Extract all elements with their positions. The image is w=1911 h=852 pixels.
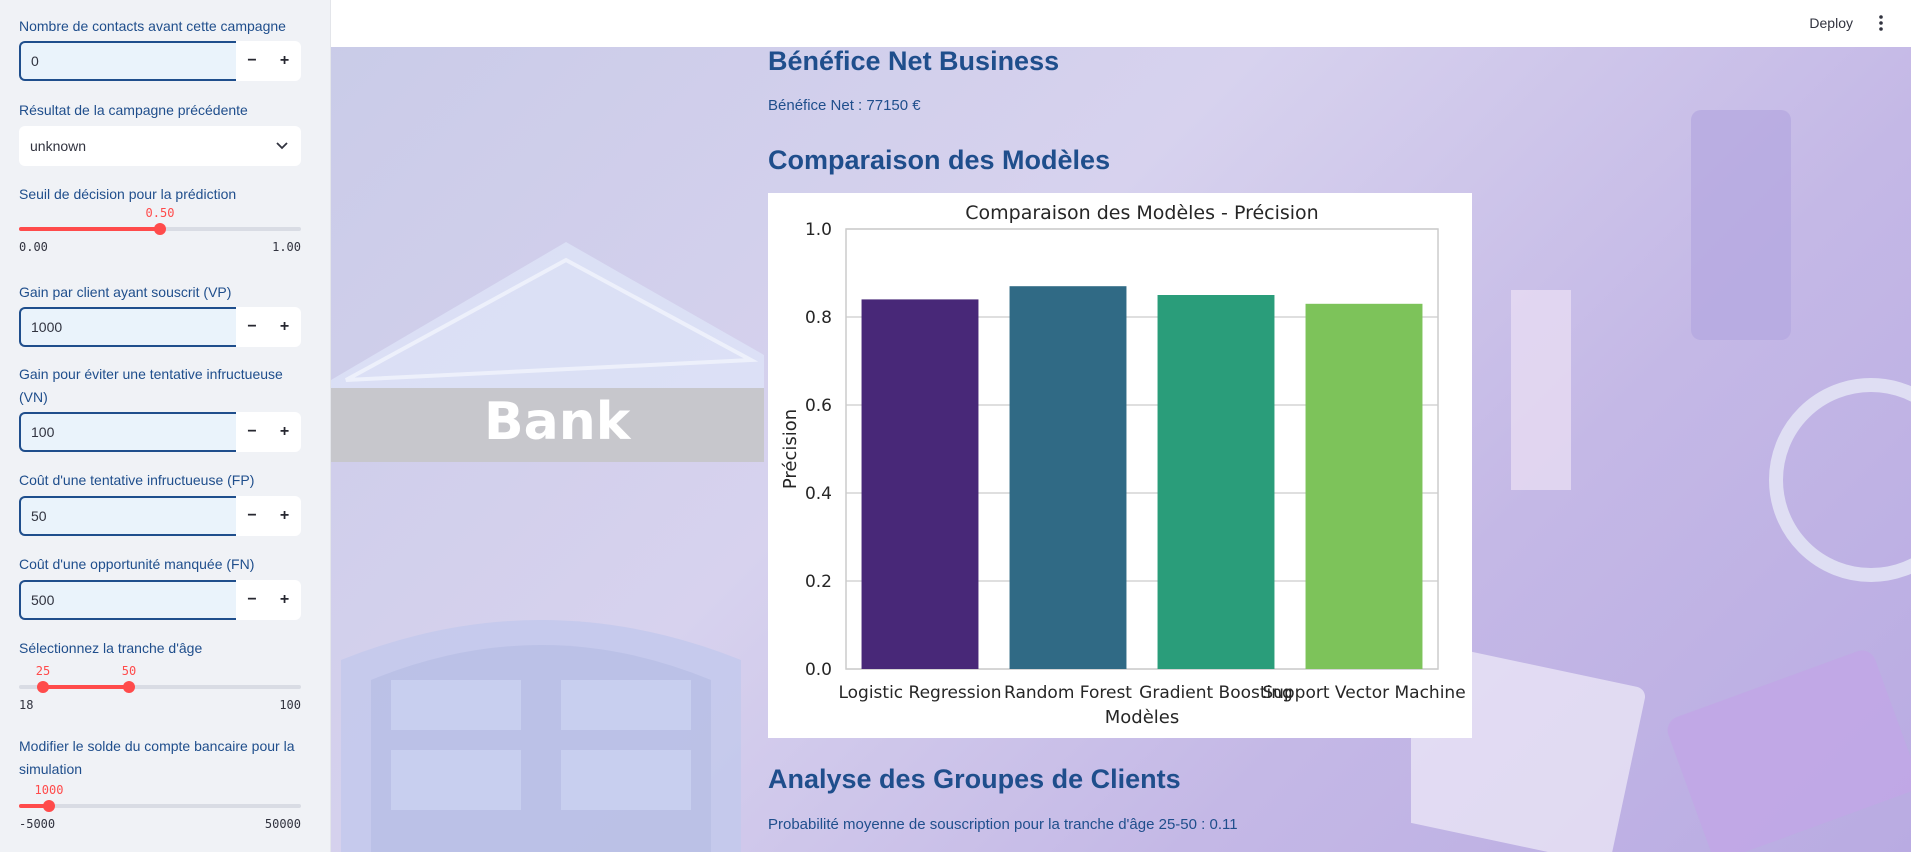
age-low-value: 25 (35, 664, 51, 678)
contacts-label: Nombre de contacts avant cette campagne (19, 18, 286, 34)
fn-label: Coût d'une opportunité manquée (FN) (19, 556, 255, 572)
bar (861, 299, 979, 669)
top-bar: Deploy (331, 0, 1911, 47)
contacts-decrement-button[interactable]: − (236, 41, 268, 81)
x-tick-label: Gradient Boosting (1139, 683, 1293, 703)
threshold-value: 0.50 (145, 206, 175, 220)
models-comparison-title: Comparaison des Modèles (768, 145, 1111, 175)
contacts-increment-button[interactable]: + (268, 41, 301, 81)
age-min: 18 (19, 698, 34, 712)
net-profit-title: Bénéfice Net Business (768, 46, 1060, 76)
sidebar: Nombre de contacts avant cette campagne … (0, 0, 331, 852)
slider-track (19, 804, 301, 808)
threshold-thumb[interactable] (154, 223, 166, 235)
client-groups-title: Analyse des Groupes de Clients (768, 764, 1181, 794)
age-low-thumb[interactable] (37, 681, 49, 693)
age-high-value: 50 (121, 664, 137, 678)
vn-stepper: 100 − + (19, 412, 301, 452)
bar (1305, 303, 1423, 669)
age-range-slider[interactable]: 25 50 18 100 (19, 664, 301, 712)
balance-value: 1000 (34, 783, 64, 797)
deploy-button[interactable]: Deploy (1809, 15, 1853, 31)
fp-label: Coût d'une tentative infructueuse (FP) (19, 472, 255, 488)
vn-increment-button[interactable]: + (268, 412, 301, 452)
age-high-thumb[interactable] (123, 681, 135, 693)
age-max: 100 (279, 698, 301, 712)
balance-slider[interactable]: 1000 -5000 50000 (19, 783, 301, 831)
fn-increment-button[interactable]: + (268, 580, 301, 620)
x-tick-label: Random Forest (1004, 683, 1132, 703)
chart-title: Comparaison des Modèles - Précision (965, 202, 1318, 224)
prev-result-label: Résultat de la campagne précédente (19, 102, 248, 118)
vp-input[interactable]: 1000 (19, 307, 236, 347)
vp-stepper: 1000 − + (19, 307, 301, 347)
threshold-min: 0.00 (19, 240, 48, 254)
bar (1009, 286, 1127, 669)
y-tick-label: 0.8 (805, 308, 832, 328)
more-options-icon[interactable] (1879, 14, 1883, 32)
x-tick-label: Support Vector Machine (1262, 683, 1465, 703)
model-comparison-chart: 0.0 0.2 0.4 0.6 0.8 1.0 Logistic Regression Ran… (768, 193, 1472, 738)
net-profit-text: Bénéfice Net : 77150 € (768, 97, 921, 114)
finance-illustration (1411, 110, 1911, 852)
age-label: Sélectionnez la tranche d'âge (19, 640, 203, 656)
fn-input[interactable]: 500 (19, 580, 236, 620)
prev-result-select[interactable]: unknown (19, 126, 301, 166)
slider-fill (19, 227, 160, 231)
vp-decrement-button[interactable]: − (236, 307, 268, 347)
y-tick-label: 0.4 (805, 484, 832, 504)
bar (1157, 295, 1275, 669)
threshold-max: 1.00 (272, 240, 301, 254)
bank-roof-illustration (331, 242, 764, 390)
bank-sign-band (331, 388, 764, 462)
slider-track (19, 685, 301, 689)
fp-stepper: 50 − + (19, 496, 301, 536)
vn-decrement-button[interactable]: − (236, 412, 268, 452)
main-area: Bank Deploy Bénéfice Net Business Bénéfi… (331, 0, 1911, 852)
bank-sign-text: Bank (484, 392, 631, 452)
y-axis-label: Précision (780, 409, 801, 489)
fp-decrement-button[interactable]: − (236, 496, 268, 536)
contacts-stepper: 0 − + (19, 41, 301, 81)
y-tick-label: 0.2 (805, 572, 832, 592)
contacts-input[interactable]: 0 (19, 41, 236, 81)
vn-label: Gain pour éviter une tentative infructue… (19, 366, 283, 405)
y-tick-label: 0.6 (805, 396, 832, 416)
vp-label: Gain par client ayant souscrit (VP) (19, 284, 232, 300)
balance-max: 50000 (264, 817, 301, 831)
fn-stepper: 500 − + (19, 580, 301, 620)
vp-increment-button[interactable]: + (268, 307, 301, 347)
chart-svg: 0.0 0.2 0.4 0.6 0.8 1.0 Logistic Regression Ran… (780, 202, 1466, 728)
threshold-slider[interactable]: 0.50 0.00 1.00 (19, 206, 301, 254)
slider-fill (43, 685, 129, 689)
prev-result-value: unknown (30, 138, 87, 154)
x-tick-label: Logistic Regression (838, 683, 1001, 703)
chevron-down-icon (276, 142, 288, 150)
client-groups-text: Probabilité moyenne de souscription pour… (768, 816, 1238, 833)
y-tick-label: 0.0 (805, 660, 832, 680)
y-tick-label: 1.0 (805, 220, 832, 240)
fp-input[interactable]: 50 (19, 496, 236, 536)
slider-fill (19, 804, 49, 808)
balance-min: -5000 (19, 817, 56, 831)
balance-label: Modifier le solde du compte bancaire pou… (19, 738, 295, 777)
fp-increment-button[interactable]: + (268, 496, 301, 536)
x-axis-label: Modèles (1105, 707, 1180, 728)
vn-input[interactable]: 100 (19, 412, 236, 452)
fn-decrement-button[interactable]: − (236, 580, 268, 620)
bank-door-illustration (341, 620, 741, 852)
threshold-label: Seuil de décision pour la prédiction (19, 186, 237, 202)
balance-thumb[interactable] (43, 800, 55, 812)
